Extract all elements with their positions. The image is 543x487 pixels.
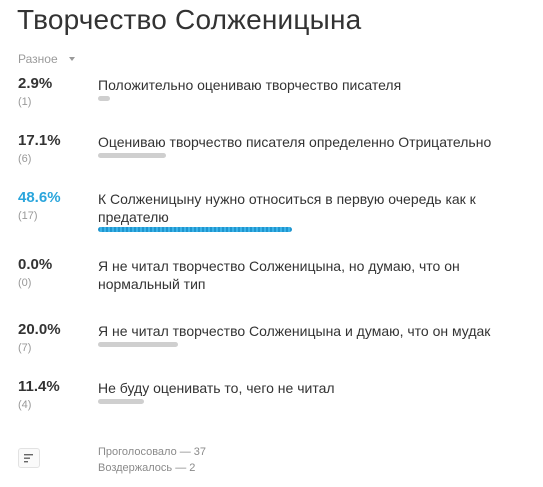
option-label: Оцениваю творчество писателя определенно… xyxy=(98,134,492,150)
option-vote-count: (17) xyxy=(18,210,38,222)
voted-count: Проголосовало — 37 xyxy=(98,446,207,458)
option-label: Я не читал творчество Солженицына и дума… xyxy=(98,323,491,339)
caret-down-icon xyxy=(68,57,75,61)
option-percent: 48.6% xyxy=(18,189,61,206)
option-label: Положительно оцениваю творчество писател… xyxy=(98,77,402,93)
option-vote-count: (6) xyxy=(18,153,32,165)
option-percent: 11.4% xyxy=(18,378,60,395)
option-label: К Солженицыну нужно относиться в первую … xyxy=(98,191,476,225)
option-result-bar xyxy=(98,227,293,232)
poll-title: Творчество Солженицына xyxy=(17,4,362,35)
abstained-count: Воздержалось — 2 xyxy=(98,462,196,474)
list-icon xyxy=(24,453,33,462)
option-vote-count: (4) xyxy=(18,399,32,411)
results-list-button[interactable] xyxy=(18,448,40,468)
option-result-bar xyxy=(98,342,178,347)
option-vote-count: (1) xyxy=(18,96,32,108)
option-percent: 20.0% xyxy=(18,321,61,338)
option-vote-count: (0) xyxy=(18,277,32,289)
option-label: Не буду оценивать то, чего не читал xyxy=(98,380,335,396)
option-percent: 0.0% xyxy=(18,256,53,273)
option-percent: 2.9% xyxy=(18,75,53,92)
option-label: Я не читал творчество Солженицына, но ду… xyxy=(98,258,460,292)
option-result-bar xyxy=(98,96,110,101)
option-vote-count: (7) xyxy=(18,342,32,354)
option-result-bar xyxy=(98,153,167,158)
option-percent: 17.1% xyxy=(18,132,61,149)
category-dropdown[interactable]: Разное xyxy=(18,52,75,66)
category-label: Разное xyxy=(18,52,58,66)
option-result-bar xyxy=(98,399,144,404)
